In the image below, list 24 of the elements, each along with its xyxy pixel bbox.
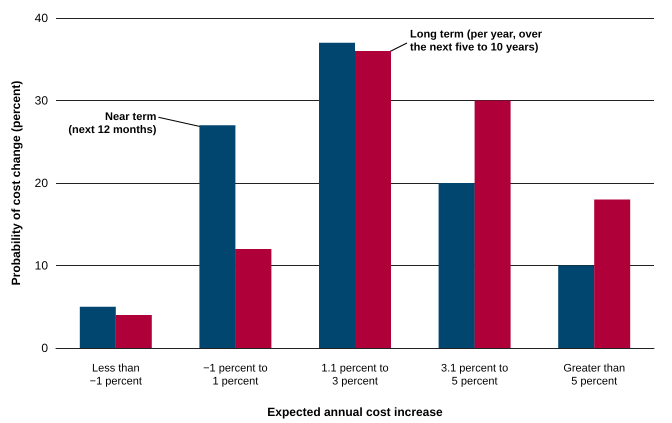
- y-axis-title: Probability of cost change (percent): [9, 80, 23, 286]
- x-tick-label: 1.1 percent to 3 percent: [321, 362, 389, 388]
- bar: [355, 51, 391, 348]
- bar: [116, 315, 152, 348]
- bar: [80, 306, 116, 348]
- y-tick-label: 0: [41, 341, 48, 355]
- bar: [474, 100, 511, 348]
- y-tick-label: 10: [34, 258, 48, 272]
- bar: [235, 249, 272, 348]
- series-label: Long term (per year, over the next five to 10 years): [410, 28, 543, 54]
- x-tick-label: −1 percent to 1 percent: [203, 362, 268, 388]
- y-tick-label: 20: [34, 176, 48, 190]
- y-tick-label: 40: [34, 11, 48, 25]
- x-tick-label: Less than −1 percent: [90, 362, 142, 388]
- x-axis-title: Expected annual cost increase: [267, 405, 444, 419]
- bar: [558, 266, 594, 348]
- y-tick-label: 30: [34, 94, 48, 108]
- x-tick-label: 3.1 percent to 5 percent: [440, 362, 508, 388]
- bar: [319, 42, 355, 348]
- x-tick-label: Greater than 5 percent: [563, 362, 626, 388]
- bar: [438, 183, 475, 348]
- text: Near term (next 12 months): [68, 110, 157, 136]
- bar: [594, 200, 630, 348]
- bar: [199, 125, 236, 348]
